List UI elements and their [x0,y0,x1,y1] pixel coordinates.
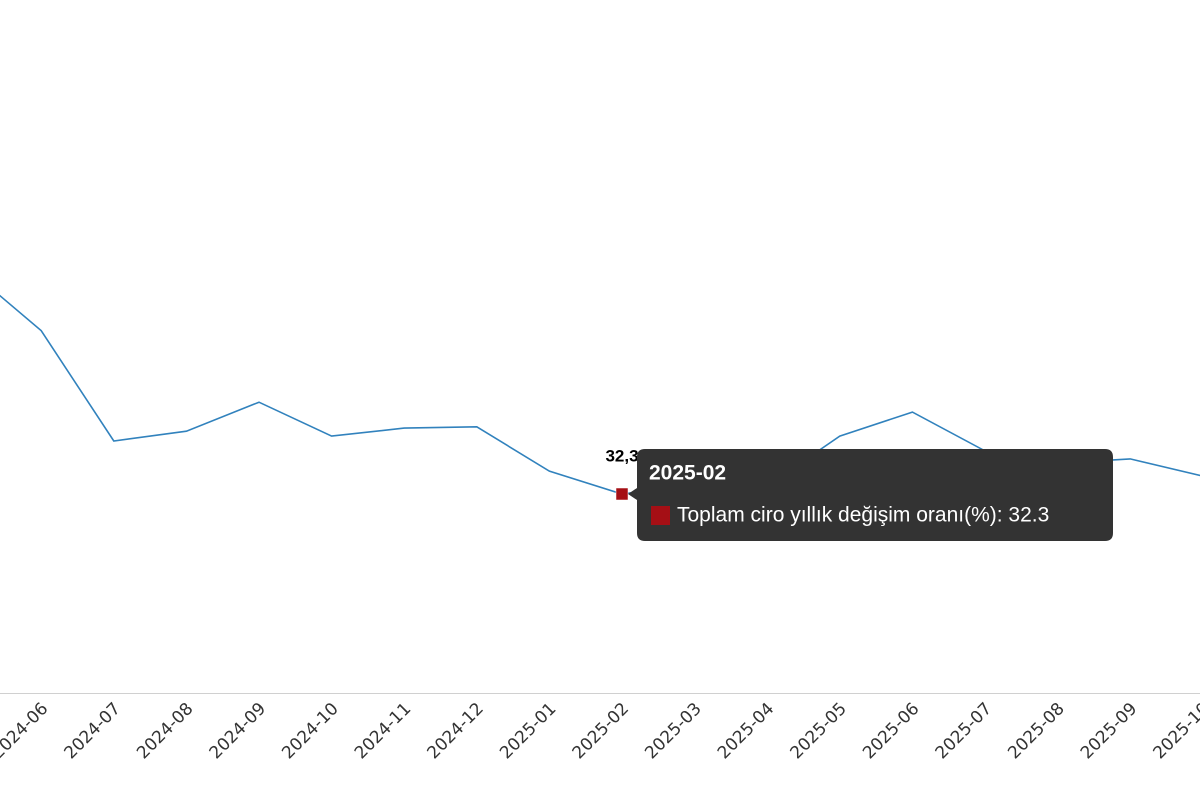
x-tick-label: 2024-11 [351,699,415,763]
data-label: 32,3 [605,446,638,465]
x-tick-label: 2025-10 [1150,699,1200,763]
x-tick-label: 2025-08 [1004,699,1068,763]
x-tick-label: 2024-12 [424,699,488,763]
x-tick-label: 2025-09 [1077,699,1141,763]
x-tick-label: 2025-04 [714,699,778,763]
x-tick-label: 2024-10 [278,699,342,763]
x-tick-label: 2024-06 [0,699,52,763]
tooltip-title: 2025-02 [649,462,726,485]
x-tick-label: 2025-07 [932,699,996,763]
x-tick-label: 2025-01 [496,699,560,763]
x-tick-label: 2025-06 [859,699,923,763]
highlight-point [615,487,629,501]
x-tick-label: 2025-02 [569,699,633,763]
tooltip-box [628,449,1113,541]
x-tick-label: 2024-09 [206,699,270,763]
x-tick-label: 2025-05 [787,699,851,763]
x-tick-label: 2025-03 [641,699,705,763]
tooltip-text: Toplam ciro yıllık değişim oranı(%): 32.… [677,504,1049,527]
tooltip: 2025-02 Toplam ciro yıllık değişim oranı(… [628,449,1113,541]
tooltip-swatch [651,506,670,525]
x-tick-label: 2024-07 [61,699,125,763]
x-tick-label: 2024-08 [133,699,197,763]
